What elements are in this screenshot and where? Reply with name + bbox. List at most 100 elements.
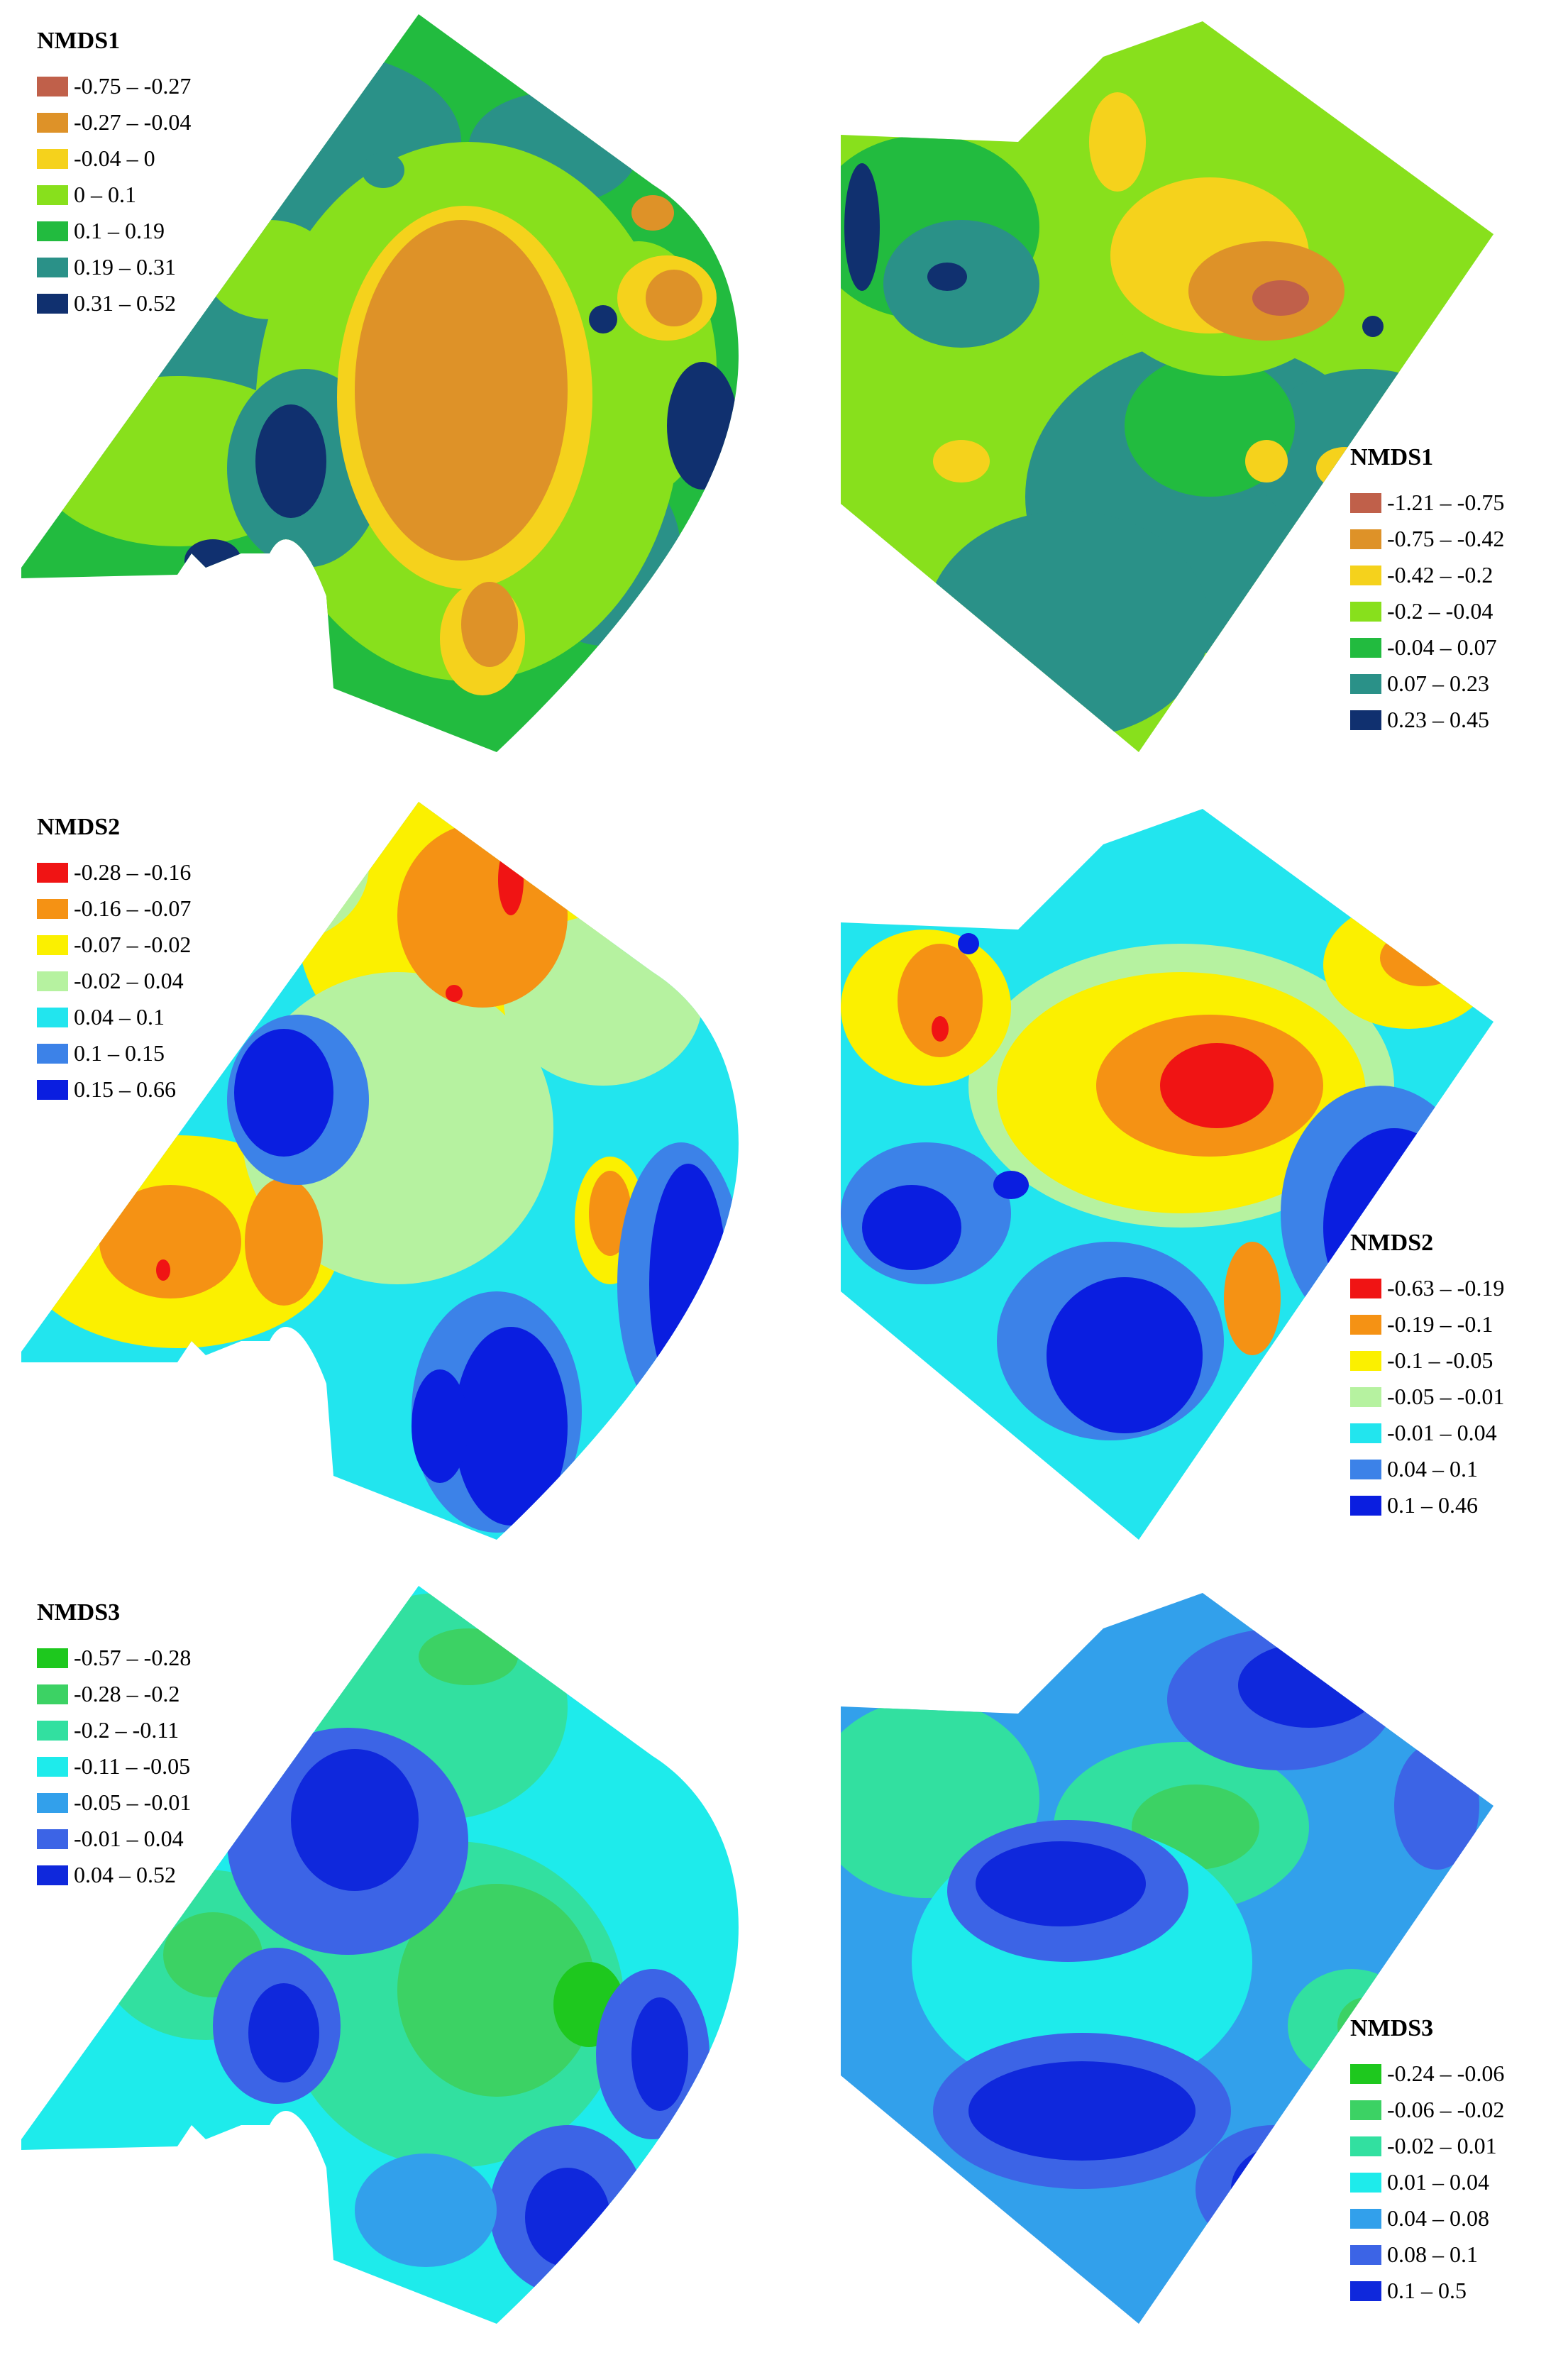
legend-label: -0.02 – 0.04 (74, 968, 184, 993)
legend-label: -0.75 – -0.27 (74, 73, 192, 99)
legend-label: -0.75 – -0.42 (1387, 526, 1505, 551)
legend-item: 0.04 – 0.52 (37, 1857, 191, 1893)
legend-title: NMDS1 (37, 28, 121, 54)
legend-swatch (1350, 1278, 1381, 1298)
legend-items: -0.24 – -0.06 -0.06 – -0.02 -0.02 – 0.01 0.… (1350, 2056, 1504, 2309)
panel-nmds1-right: NMDS1 -1.21 – -0.75 -0.75 – -0.42 -0.42 – … (784, 0, 1568, 788)
legend-label: -0.42 – -0.2 (1387, 562, 1494, 588)
legend-swatch (37, 1007, 68, 1027)
legend-label: -0.28 – -0.16 (74, 859, 192, 885)
legend-swatch (37, 257, 68, 277)
legend-item: -0.01 – 0.04 (37, 1821, 191, 1857)
legend-item: -0.1 – -0.05 (1350, 1342, 1504, 1379)
legend-swatch (1350, 1314, 1381, 1335)
legend-swatch (37, 898, 68, 919)
legend-nmds3-right: NMDS3 -0.24 – -0.06 -0.06 – -0.02 -0.02 – … (1350, 2014, 1504, 2309)
legend-label: 0.04 – 0.1 (74, 1004, 165, 1030)
legend-label: 0.1 – 0.46 (1387, 1492, 1478, 1518)
legend-item: -0.04 – 0.07 (1350, 629, 1504, 666)
legend-swatch (37, 1756, 68, 1777)
legend-item: 0.31 – 0.52 (37, 285, 191, 321)
legend-label: 0.04 – 0.08 (1387, 2205, 1489, 2231)
legend-label: -0.19 – -0.1 (1387, 1311, 1494, 1337)
legend-label: -0.63 – -0.19 (1387, 1275, 1505, 1301)
legend-item: 0.1 – 0.15 (37, 1035, 191, 1071)
legend-swatch (1350, 2063, 1381, 2084)
legend-item: -0.63 – -0.19 (1350, 1270, 1504, 1306)
legend-label: 0.04 – 0.1 (1387, 1456, 1478, 1482)
legend-label: 0.1 – 0.19 (74, 218, 165, 243)
legend-swatch (37, 1829, 68, 1849)
legend-label: -0.1 – -0.05 (1387, 1347, 1494, 1373)
legend-swatch (1350, 2100, 1381, 2120)
legend-item: -0.16 – -0.07 (37, 890, 191, 927)
legend-item: -0.27 – -0.04 (37, 104, 191, 140)
legend-swatch (1350, 565, 1381, 585)
legend-swatch (37, 293, 68, 314)
legend-swatch (1350, 1423, 1381, 1443)
legend-swatch (1350, 710, 1381, 730)
panel-nmds3-left: NMDS3 -0.57 – -0.28 -0.28 – -0.2 -0.2 – -0… (0, 1572, 784, 2355)
legend-swatch (1350, 2208, 1381, 2229)
legend-swatch (1350, 492, 1381, 513)
map-nmds1-right (841, 21, 1494, 752)
legend-swatch (37, 971, 68, 991)
legend-item: 0.04 – 0.1 (1350, 1451, 1504, 1487)
legend-label: -0.2 – -0.04 (1387, 598, 1494, 624)
legend-item: 0.19 – 0.31 (37, 249, 191, 285)
legend-label: -0.16 – -0.07 (74, 895, 192, 921)
legend-label: -0.04 – 0.07 (1387, 634, 1497, 660)
legend-label: -0.04 – 0 (74, 145, 155, 171)
legend-swatch (1350, 2280, 1381, 2301)
legend-title: NMDS2 (37, 814, 121, 840)
legend-label: -0.01 – 0.04 (1387, 1420, 1497, 1445)
legend-swatch (37, 1865, 68, 1885)
legend-label: 0 – 0.1 (74, 182, 136, 207)
legend-swatch (1350, 637, 1381, 658)
legend-label: -0.01 – 0.04 (74, 1826, 184, 1851)
legend-title: NMDS3 (37, 1599, 121, 1626)
panel-nmds2-left: NMDS2 -0.28 – -0.16 -0.16 – -0.07 -0.07 – … (0, 788, 784, 1572)
legend-item: 0.1 – 0.46 (1350, 1487, 1504, 1523)
legend-label: -0.05 – -0.01 (1387, 1384, 1505, 1409)
legend-label: -0.24 – -0.06 (1387, 2061, 1505, 2086)
legend-item: -0.06 – -0.02 (1350, 2092, 1504, 2128)
legend-label: -0.2 – -0.11 (74, 1717, 180, 1743)
legend-swatch (1350, 2136, 1381, 2156)
map-nmds1-left (21, 14, 739, 752)
legend-label: 0.08 – 0.1 (1387, 2241, 1478, 2267)
legend-swatch (1350, 1386, 1381, 1407)
legend-item: -0.05 – -0.01 (1350, 1379, 1504, 1415)
map-nmds3-left (21, 1586, 739, 2324)
panel-nmds2-right: NMDS2 -0.63 – -0.19 -0.19 – -0.1 -0.1 – -0… (784, 788, 1568, 1572)
legend-nmds2-left: NMDS2 -0.28 – -0.16 -0.16 – -0.07 -0.07 – … (37, 813, 191, 1108)
legend-items: -0.28 – -0.16 -0.16 – -0.07 -0.07 – -0.02 -… (37, 854, 191, 1108)
legend-title: NMDS2 (1350, 1230, 1434, 1256)
legend-item: -1.21 – -0.75 (1350, 485, 1504, 521)
legend-item: -0.28 – -0.16 (37, 854, 191, 890)
map-nmds2-right (841, 809, 1494, 1540)
legend-item: -0.75 – -0.27 (37, 68, 191, 104)
legend-item: -0.75 – -0.42 (1350, 521, 1504, 557)
legend-item: -0.04 – 0 (37, 140, 191, 177)
legend-swatch (1350, 1459, 1381, 1479)
legend-label: -0.02 – 0.01 (1387, 2133, 1497, 2158)
legend-item: 0.23 – 0.45 (1350, 702, 1504, 738)
legend-swatch (37, 1648, 68, 1668)
legend-label: -0.06 – -0.02 (1387, 2097, 1505, 2122)
legend-swatch (37, 148, 68, 169)
legend-label: 0.04 – 0.52 (74, 1862, 176, 1887)
legend-item: -0.07 – -0.02 (37, 927, 191, 963)
legend-item: 0.04 – 0.08 (1350, 2200, 1504, 2237)
legend-item: 0.01 – 0.04 (1350, 2164, 1504, 2200)
legend-item: 0 – 0.1 (37, 177, 191, 213)
legend-item: -0.2 – -0.04 (1350, 593, 1504, 629)
legend-label: -0.57 – -0.28 (74, 1645, 192, 1670)
legend-nmds3-left: NMDS3 -0.57 – -0.28 -0.28 – -0.2 -0.2 – -0… (37, 1599, 191, 1893)
legend-label: 0.1 – 0.5 (1387, 2278, 1467, 2303)
legend-swatch (37, 112, 68, 133)
legend-item: -0.05 – -0.01 (37, 1785, 191, 1821)
legend-label: -0.07 – -0.02 (74, 932, 192, 957)
legend-item: -0.01 – 0.04 (1350, 1415, 1504, 1451)
legend-item: -0.19 – -0.1 (1350, 1306, 1504, 1342)
